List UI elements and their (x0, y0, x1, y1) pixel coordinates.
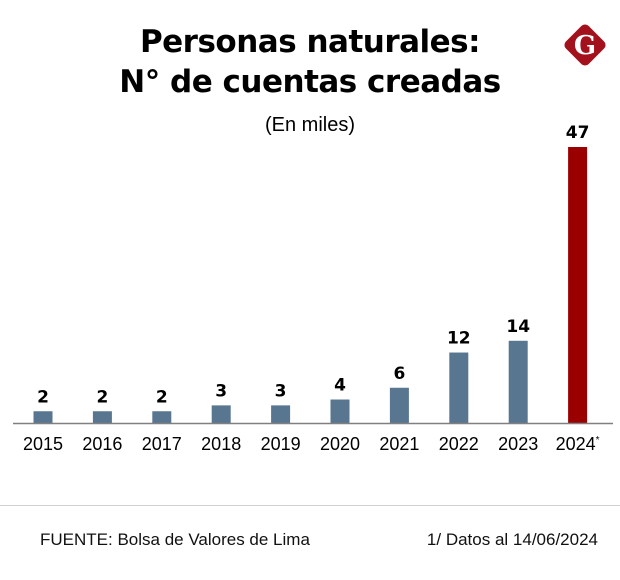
x-tick-label: 2018 (201, 434, 241, 454)
bar-2020 (330, 399, 350, 423)
bar-2022 (449, 352, 469, 423)
x-tick-label: 2015 (23, 434, 63, 454)
data-label: 12 (447, 329, 471, 349)
source-note: FUENTE: Bolsa de Valores de Lima (40, 530, 310, 549)
bar-2015 (33, 411, 53, 423)
data-label: 47 (566, 123, 590, 143)
x-tick-label: 2024* (556, 434, 600, 454)
data-label: 2 (37, 387, 49, 407)
svg-text:G: G (574, 31, 596, 61)
bar-2016 (92, 411, 112, 423)
chart-title: Personas naturales: N° de cuentas creada… (0, 22, 620, 102)
chart-subtitle: (En miles) (264, 114, 355, 136)
data-label: 14 (506, 317, 530, 337)
bar-2024* (568, 147, 588, 423)
bar-chart: 2 2015 2 2016 2 2017 3 2018 3 2019 4 2020 6 2021 12 202… (13, 123, 613, 454)
data-label: 2 (96, 387, 108, 407)
bar-2023 (508, 340, 528, 423)
bar-2019 (271, 405, 291, 423)
x-tick-label: 2020 (320, 434, 360, 454)
brand-logo-icon: G (564, 24, 606, 66)
x-tick-label: 2017 (142, 434, 182, 454)
x-tick-label: 2021 (379, 434, 419, 454)
bar-2017 (152, 411, 172, 423)
data-label: 6 (393, 364, 405, 384)
x-tick-label: 2019 (261, 434, 301, 454)
title-line-1: Personas naturales: (139, 24, 481, 60)
date-note: 1/ Datos al 14/06/2024 (426, 530, 598, 549)
data-label: 3 (215, 381, 227, 401)
footer-divider (0, 505, 620, 506)
x-tick-label: 2023 (498, 434, 538, 454)
x-tick-label: 2022 (439, 434, 479, 454)
bar-2021 (389, 387, 409, 423)
title-line-2: N° de cuentas creadas (119, 64, 501, 100)
x-tick-label: 2016 (82, 434, 122, 454)
bar-2018 (211, 405, 231, 423)
data-label: 4 (334, 376, 346, 396)
data-label: 2 (156, 387, 168, 407)
data-label: 3 (275, 381, 287, 401)
